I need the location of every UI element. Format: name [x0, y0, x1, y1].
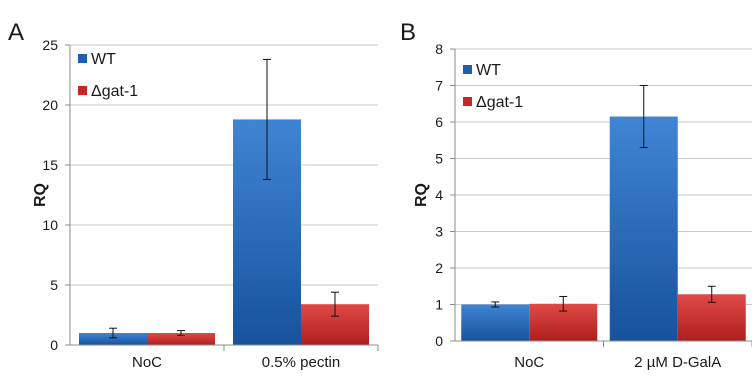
panel-a-legend-label: WT: [91, 51, 116, 68]
panel-b-chart: B 0 1 2 3 4 5 6 7 8 RQ NoC 2 µM D-GalA WT Δgat-1: [400, 19, 752, 371]
panel-b-ytick-label: 3: [435, 224, 443, 240]
panel-a-category-label: NoC: [132, 354, 162, 371]
panel-b-y-axis-label: RQ: [413, 183, 430, 207]
panel-a-ytick-label: 15: [42, 157, 58, 173]
panel-a-legend-swatch: [78, 54, 87, 63]
panel-b-ytick-label: 7: [435, 78, 443, 94]
panel-a-ytick-label: 25: [42, 37, 58, 53]
panel-a-ytick-label: 20: [42, 97, 58, 113]
panel-b-letter: B: [400, 19, 416, 46]
panel-a-category-label: 0.5% pectin: [262, 354, 340, 371]
panel-a-ytick-label: 0: [50, 337, 58, 353]
panel-b-ytick-label: 0: [435, 333, 443, 349]
panel-b-category-label: NoC: [514, 354, 544, 371]
panel-a-bar-mutant-1: [147, 333, 215, 345]
panel-a-ytick-label: 5: [50, 277, 58, 293]
panel-b-bar-wt-1: [461, 304, 530, 341]
panel-a-chart: A 0 5 10 15 20 25 RQ NoC 0.5% pectin WT Δgat-1: [8, 19, 379, 371]
panel-a-ytick-label: 10: [42, 217, 58, 233]
panel-b-legend-swatch: [463, 97, 472, 106]
panel-b-legend-swatch: [463, 65, 472, 74]
panel-b-ytick-label: 8: [435, 41, 443, 57]
panel-a-legend-label: Δgat-1: [91, 83, 138, 100]
panel-b-category-label: 2 µM D-GalA: [634, 354, 721, 371]
panel-a-letter: A: [8, 19, 24, 46]
panel-b-legend-label: WT: [476, 62, 501, 79]
panel-b-ytick-label: 6: [435, 114, 443, 130]
panel-a-y-axis-label: RQ: [32, 183, 49, 207]
panel-b-ytick-label: 5: [435, 151, 443, 167]
panel-b-ytick-label: 4: [435, 187, 443, 203]
panel-b-legend-label: Δgat-1: [476, 94, 523, 111]
panel-b-ytick-label: 1: [435, 297, 443, 313]
panel-b-bar-wt-2: [609, 116, 678, 342]
panel-b-ytick-label: 2: [435, 260, 443, 276]
panel-a-bar-wt-1: [79, 333, 147, 345]
panel-a-legend-swatch: [78, 86, 87, 95]
